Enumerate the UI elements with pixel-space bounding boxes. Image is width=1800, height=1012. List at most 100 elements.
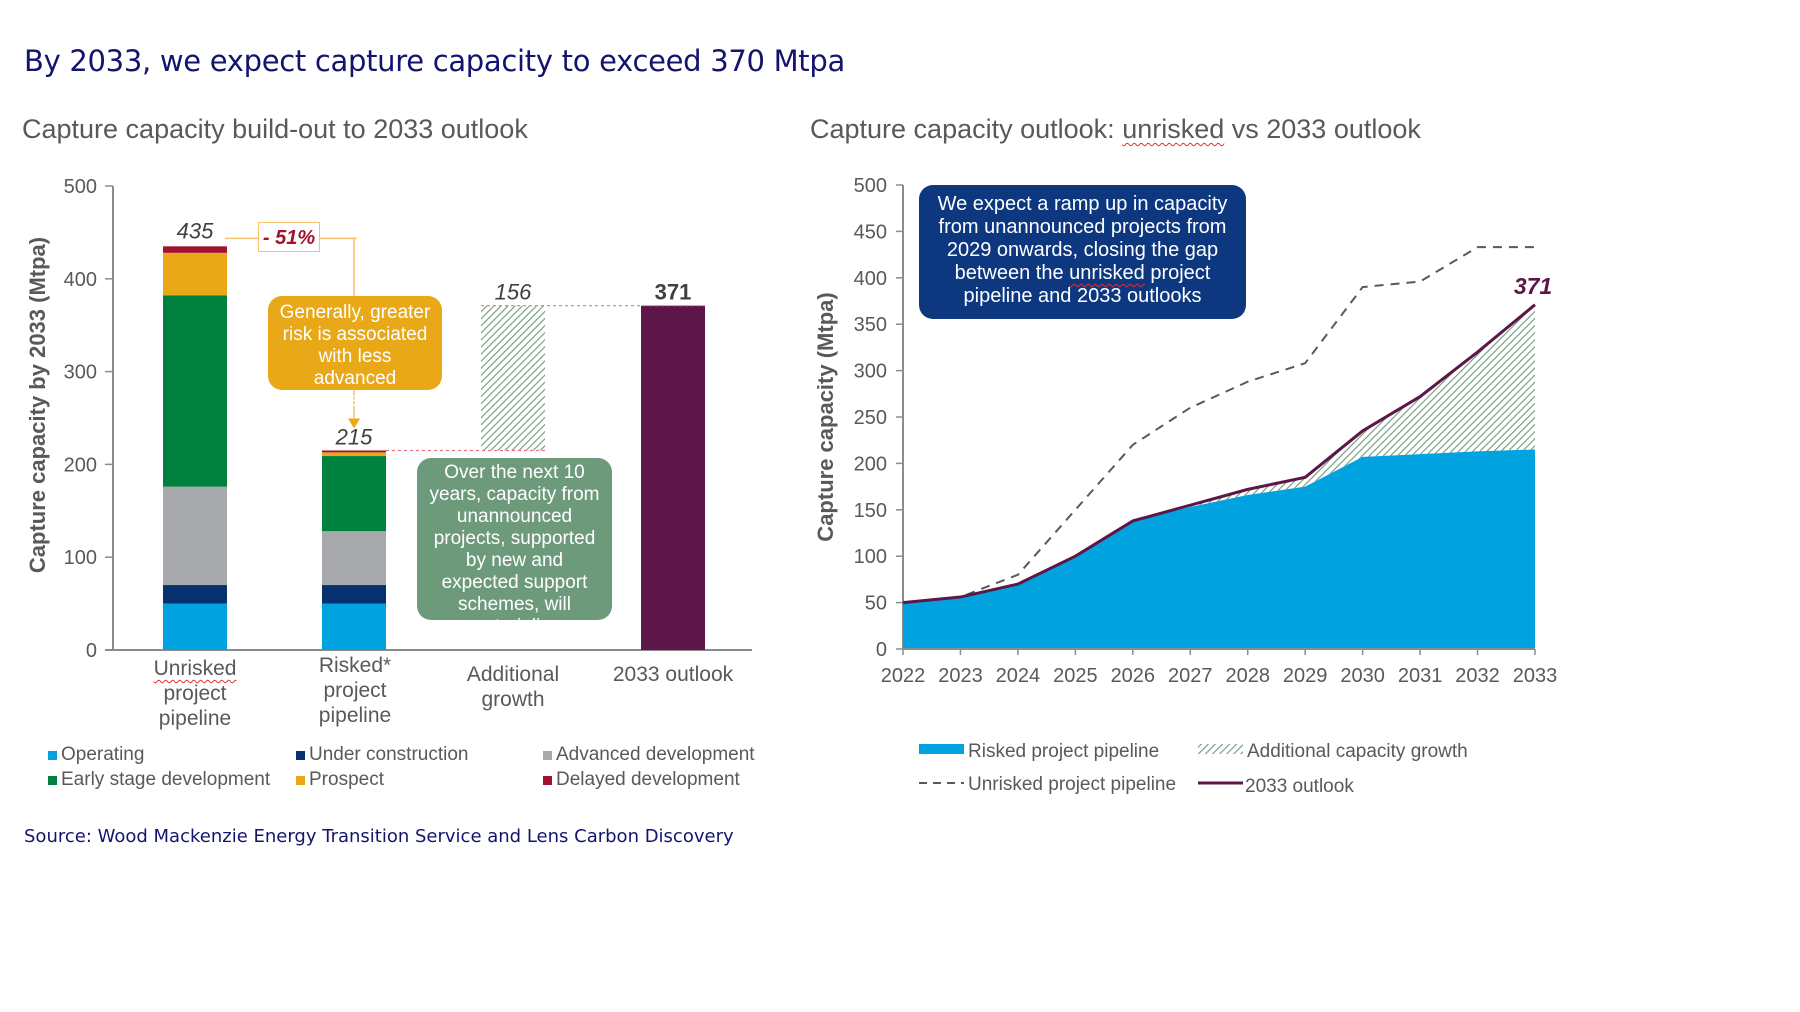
legend-item-delayed-development: Delayed development [543,769,740,791]
legend-label: Prospect [309,769,384,790]
bar-segment-prospect [163,252,227,296]
x-tick-label: 2029 [1283,665,1328,687]
y-tick-label: 200 [854,453,887,475]
x-tick-label: 2025 [1053,665,1098,687]
right-x-axis: 2022 2023 2024 2025 2026 2027 2028 2029 2030 2031… [881,648,1557,687]
bar-segment-under-construction [163,585,227,604]
arrow-head-icon [348,418,360,429]
legend-label: Advanced development [556,744,755,765]
callout-line: 2029 onwards, closing the gap [946,239,1219,261]
bar-total-label: 156 [495,280,532,305]
x-tick-label: 2027 [1168,665,1213,687]
left-overlays: 435 215 156 371 [177,218,705,452]
y-tick-label: 100 [64,547,97,569]
legend-label-unrisked: Unrisked project pipeline [968,774,1176,795]
left-chart-title: Capture capacity build-out to 2033 outlo… [22,114,528,144]
y-tick-label: 50 [865,593,887,615]
right-y-axis-title: Capture capacity (Mtpa) [813,292,838,541]
bar-segment-advanced-development [163,486,227,586]
x-tick-label: 2022 [881,665,926,687]
bar-additional-growth [481,305,545,451]
line-2033-outlook [902,303,1536,605]
x-tick-label: 2030 [1340,665,1385,687]
bar-segment-under-construction [322,585,386,604]
callout-text: project [1144,262,1211,284]
category-label-line: growth [481,688,545,711]
right-title-underlined: unrisked [1122,114,1225,144]
bar-total-label: 215 [335,424,373,449]
legend-item-early-stage-development: Early stage development [48,769,270,791]
category-label-line: Additional [466,663,560,686]
category-label-additional-growth: Additional growth [448,662,578,712]
legend-label: Early stage development [61,769,271,790]
area-additional-capacity-growth [903,304,1535,603]
callout-text: unrisked [1069,262,1145,284]
left-bars [163,246,705,650]
legend-swatch [543,750,552,760]
right-title-suffix: vs 2033 outlook [1224,114,1421,144]
x-tick-label: 2024 [996,665,1041,687]
callout-line: from unannounced projects from [938,216,1227,238]
source-note: Source: Wood Mackenzie Energy Transition… [24,826,734,847]
y-tick-label: 250 [854,407,887,429]
left-y-axis-title: Capture capacity by 2033 (Mtpa) [25,237,50,573]
category-label-line: project [323,679,387,702]
right-areas [902,246,1536,649]
legend-label: Delayed development [556,769,740,790]
y-tick-label: 500 [854,175,887,197]
bar-total-label: 371 [655,280,692,305]
callout-text: between the [954,262,1070,284]
category-label-line: project [163,682,227,705]
category-label-line: 2033 outlook [612,663,734,686]
legend-swatch-additional [1198,744,1243,754]
bar-segment-prospect [322,452,386,457]
callout-line: between the unrisked project [927,262,1238,285]
x-tick-label: 2028 [1225,665,1270,687]
y-tick-label: 400 [854,268,887,290]
y-tick-label: 100 [854,546,887,568]
y-tick-label: 450 [854,221,887,243]
y-tick-label: 200 [64,454,97,476]
y-tick-label: 400 [64,269,97,291]
category-label-line: Unrisked [153,657,237,680]
legend-label-risked: Risked project pipeline [968,741,1159,762]
bar-segment-delayed-development [163,246,227,253]
category-label-line: pipeline [158,707,232,730]
bar-segment-delayed-development [322,450,386,453]
legend-swatch [48,775,57,785]
right-end-label: 371 [1514,273,1552,299]
bar-2033-outlook [641,305,705,650]
category-label-line: pipeline [318,704,392,727]
legend-swatch-risked [919,744,964,754]
bar-segment-advanced-development [322,531,386,586]
category-label-line: Risked* [318,654,392,677]
category-label-unrisked: Unrisked project pipeline [135,656,255,731]
legend-swatch [543,775,552,785]
bar-segment-operating [163,603,227,650]
y-tick-label: 0 [876,639,887,661]
left-bar-chart: 0 100 200 300 400 500 435 215 156 371 Capture ca… [25,176,752,662]
x-tick-label: 2032 [1455,665,1500,687]
category-label-risked: Risked* project pipeline [295,653,415,728]
x-tick-label: 2026 [1111,665,1156,687]
legend-item-under-construction: Under construction [296,744,468,766]
y-tick-label: 350 [854,314,887,336]
x-tick-label: 2023 [938,665,983,687]
y-tick-label: 0 [86,640,97,662]
category-label-2033-outlook: 2033 outlook [598,662,748,687]
line-unrisked-project-pipeline [902,246,1535,604]
change-percent-badge: - 51% [258,222,320,252]
ramp-up-callout: We expect a ramp up in capacity from una… [919,185,1246,319]
bar-segment-early-stage-development [163,295,227,487]
legend-swatch [296,775,305,785]
legend-item-prospect: Prospect [296,769,384,791]
x-tick-label: 2031 [1398,665,1443,687]
right-y-axis: 0 50 100 150 200 250 300 350 400 450 500 [854,175,904,661]
callout-line: We expect a ramp up in capacity [937,193,1228,215]
y-tick-label: 300 [64,362,97,384]
y-tick-label: 300 [854,361,887,383]
legend-item-advanced-development: Advanced development [543,744,755,766]
y-tick-label: 150 [854,500,887,522]
legend-label-outlook: 2033 outlook [1245,776,1354,797]
